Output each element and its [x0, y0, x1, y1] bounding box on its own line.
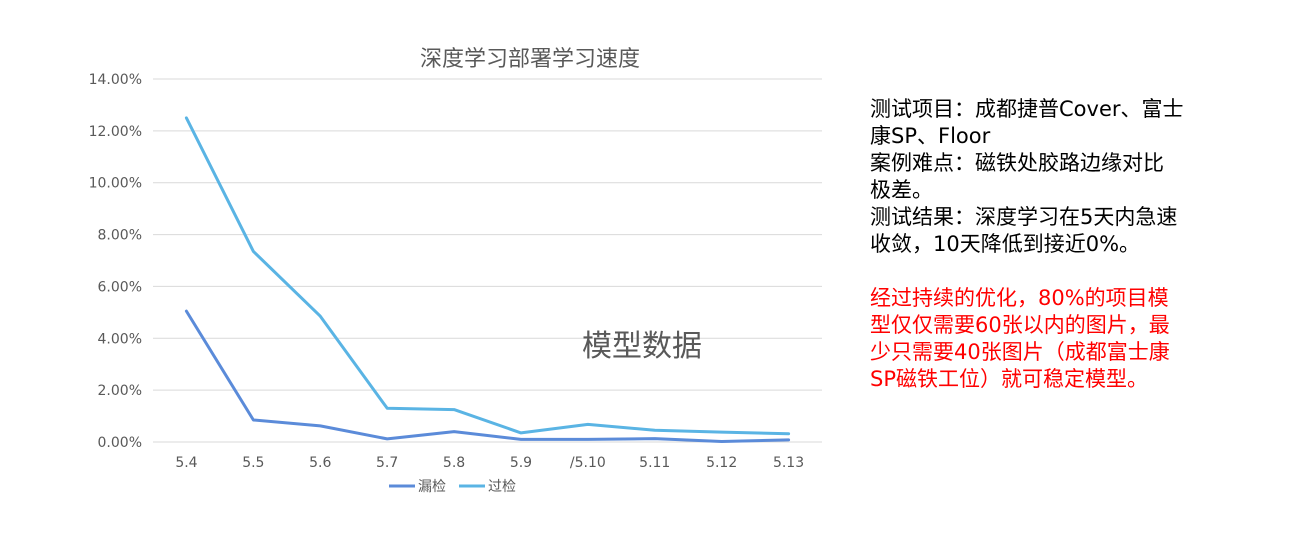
x-tick-label: 5.4: [175, 455, 197, 471]
test-info-block: 测试项目：成都捷普Cover、富士 康SP、Floor 案例难点：磁铁处胶路边缘…: [870, 96, 1230, 258]
x-tick-label: 5.13: [773, 455, 804, 471]
x-tick-label: 5.11: [639, 455, 670, 471]
x-tick-label: 5.12: [706, 455, 737, 471]
x-tick-label: /5.10: [570, 455, 606, 471]
y-axis-ticks: 0.00% 2.00% 4.00% 6.00% 8.00% 10.00% 12.00% 14.…: [89, 72, 142, 451]
grid-lines: [153, 78, 822, 443]
note-line: 极差。: [870, 178, 933, 202]
note-line: 测试结果：深度学习在5天内急速: [870, 205, 1178, 229]
x-tick-label: 5.6: [309, 455, 331, 471]
chart-area: 深度学习部署学习速度 0.00% 2.00% 4.00% 6.00% 8.00% 10.0…: [89, 47, 822, 495]
optimization-summary-block: 经过持续的优化，80%的项目模 型仅仅需要60张以内的图片，最 少只需要40张图…: [870, 285, 1230, 393]
chart-title: 深度学习部署学习速度: [420, 47, 640, 72]
y-tick-label: 0.00%: [98, 435, 142, 451]
series-line-1: [184, 116, 791, 436]
series-lines: [184, 116, 791, 443]
y-tick-label: 8.00%: [98, 228, 142, 244]
highlight-line: 型仅仅需要60张以内的图片，最: [870, 313, 1170, 337]
highlight-line: SP磁铁工位）就可稳定模型。: [870, 367, 1148, 391]
note-line: 案例难点：磁铁处胶路边缘对比: [870, 151, 1164, 175]
y-tick-label: 6.00%: [98, 279, 142, 295]
legend-label: 漏检: [418, 479, 446, 495]
note-line: 收敛，10天降低到接近0%。: [870, 232, 1141, 256]
y-tick-label: 4.00%: [98, 331, 142, 347]
chart-annotation: 模型数据: [582, 329, 702, 364]
x-tick-label: 5.8: [443, 455, 465, 471]
x-tick-label: 5.7: [376, 455, 398, 471]
note-line: 康SP、Floor: [870, 124, 991, 148]
series-line-0: [184, 309, 791, 443]
legend: 漏检 过检: [389, 479, 516, 495]
highlight-line: 少只需要40张图片（成都富士康: [870, 340, 1170, 364]
y-tick-label: 2.00%: [98, 383, 142, 399]
line-chart: 深度学习部署学习速度 0.00% 2.00% 4.00% 6.00% 8.00% 10.0…: [89, 47, 822, 495]
highlight-line: 经过持续的优化，80%的项目模: [870, 286, 1169, 310]
x-axis-ticks: 5.4 5.5 5.6 5.7 5.8 5.9/5.10 5.11 5.12 5.13: [175, 455, 804, 471]
x-tick-label: 5.5: [242, 455, 264, 471]
y-tick-label: 10.00%: [89, 176, 142, 192]
legend-label: 过检: [488, 479, 516, 495]
y-tick-label: 14.00%: [89, 72, 142, 88]
notes-panel: 测试项目：成都捷普Cover、富士 康SP、Floor 案例难点：磁铁处胶路边缘…: [870, 96, 1230, 393]
y-tick-label: 12.00%: [89, 124, 142, 140]
x-tick-label: 5.9: [510, 455, 532, 471]
note-line: 测试项目：成都捷普Cover、富士: [870, 97, 1184, 121]
